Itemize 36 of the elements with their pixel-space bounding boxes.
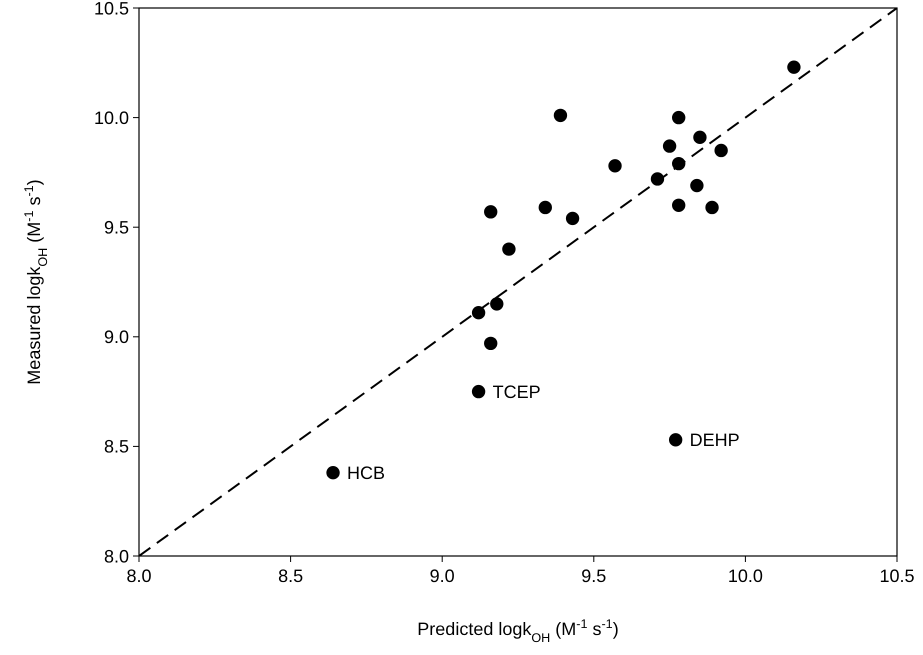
point bbox=[538, 200, 552, 214]
x-tick-label: 8.5 bbox=[278, 566, 304, 586]
point bbox=[326, 466, 340, 480]
x-tick-label: 9.5 bbox=[581, 566, 606, 586]
point bbox=[502, 242, 516, 256]
y-tick-label: 10.5 bbox=[94, 0, 129, 18]
point bbox=[472, 384, 486, 398]
point bbox=[554, 108, 568, 122]
y-tick-label: 10.0 bbox=[94, 108, 129, 128]
point bbox=[608, 159, 622, 172]
annotation: DEHP bbox=[690, 430, 740, 450]
annotation: HCB bbox=[347, 463, 386, 484]
x-tick-label: 10.5 bbox=[879, 566, 915, 586]
point bbox=[705, 200, 719, 214]
x-tick-label: 8.0 bbox=[126, 566, 152, 586]
point bbox=[693, 130, 707, 144]
point bbox=[787, 60, 801, 74]
point bbox=[484, 336, 498, 350]
point bbox=[672, 198, 686, 212]
y-tick-label: 8.0 bbox=[104, 546, 129, 566]
point bbox=[714, 144, 728, 158]
point bbox=[490, 297, 504, 311]
point bbox=[672, 110, 686, 124]
point bbox=[566, 212, 580, 226]
point bbox=[484, 205, 498, 219]
y-tick-label: 9.5 bbox=[104, 218, 129, 238]
annotation: TCEP bbox=[492, 382, 541, 402]
x-tick-label: 10.0 bbox=[728, 566, 763, 586]
x-axis-title: Predicted logk$_{OH}$ (M$^{-1}$ s$^{-1}$) bbox=[417, 617, 619, 645]
y-tick-label: 9.0 bbox=[104, 327, 129, 348]
y-tick-label: 8.5 bbox=[104, 436, 129, 457]
x-tick-label: 9.0 bbox=[430, 566, 455, 586]
point bbox=[668, 433, 682, 446]
point bbox=[472, 306, 486, 320]
point bbox=[690, 178, 704, 192]
point bbox=[662, 139, 676, 153]
